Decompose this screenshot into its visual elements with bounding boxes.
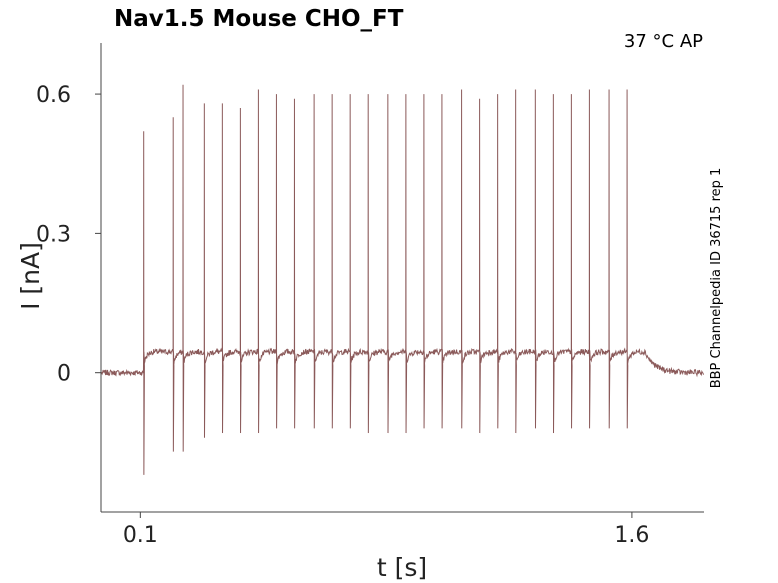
- chart-title: Nav1.5 Mouse CHO_FT: [114, 6, 404, 32]
- source-note: BBP Channelpedia ID 36715 rep 1: [709, 168, 724, 389]
- y-tick-label: 0.3: [36, 222, 71, 247]
- plot-area: 0.6 0.3 0 0.1 1.6: [36, 43, 705, 548]
- x-ticks: 0.1 1.6: [123, 512, 649, 548]
- x-tick-label: 1.6: [614, 523, 649, 548]
- y-ticks: 0.6 0.3 0: [36, 83, 101, 387]
- condition-label: 37 °C AP: [624, 31, 703, 52]
- x-axis-label: t [s]: [377, 553, 427, 582]
- current-trace: [101, 84, 705, 475]
- y-tick-label: 0: [57, 362, 71, 387]
- y-axis-label: I [nA]: [16, 242, 45, 310]
- y-tick-label: 0.6: [36, 83, 71, 108]
- x-tick-label: 0.1: [123, 523, 158, 548]
